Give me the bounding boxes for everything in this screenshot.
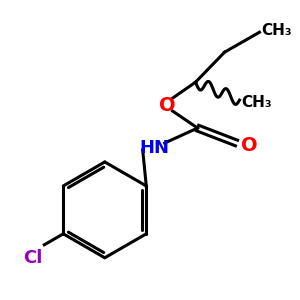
Text: O: O <box>241 136 257 154</box>
Text: O: O <box>159 96 176 115</box>
Text: HN: HN <box>140 139 170 157</box>
Text: CH₃: CH₃ <box>262 23 292 38</box>
Text: Cl: Cl <box>23 249 42 267</box>
Text: CH₃: CH₃ <box>242 94 272 110</box>
